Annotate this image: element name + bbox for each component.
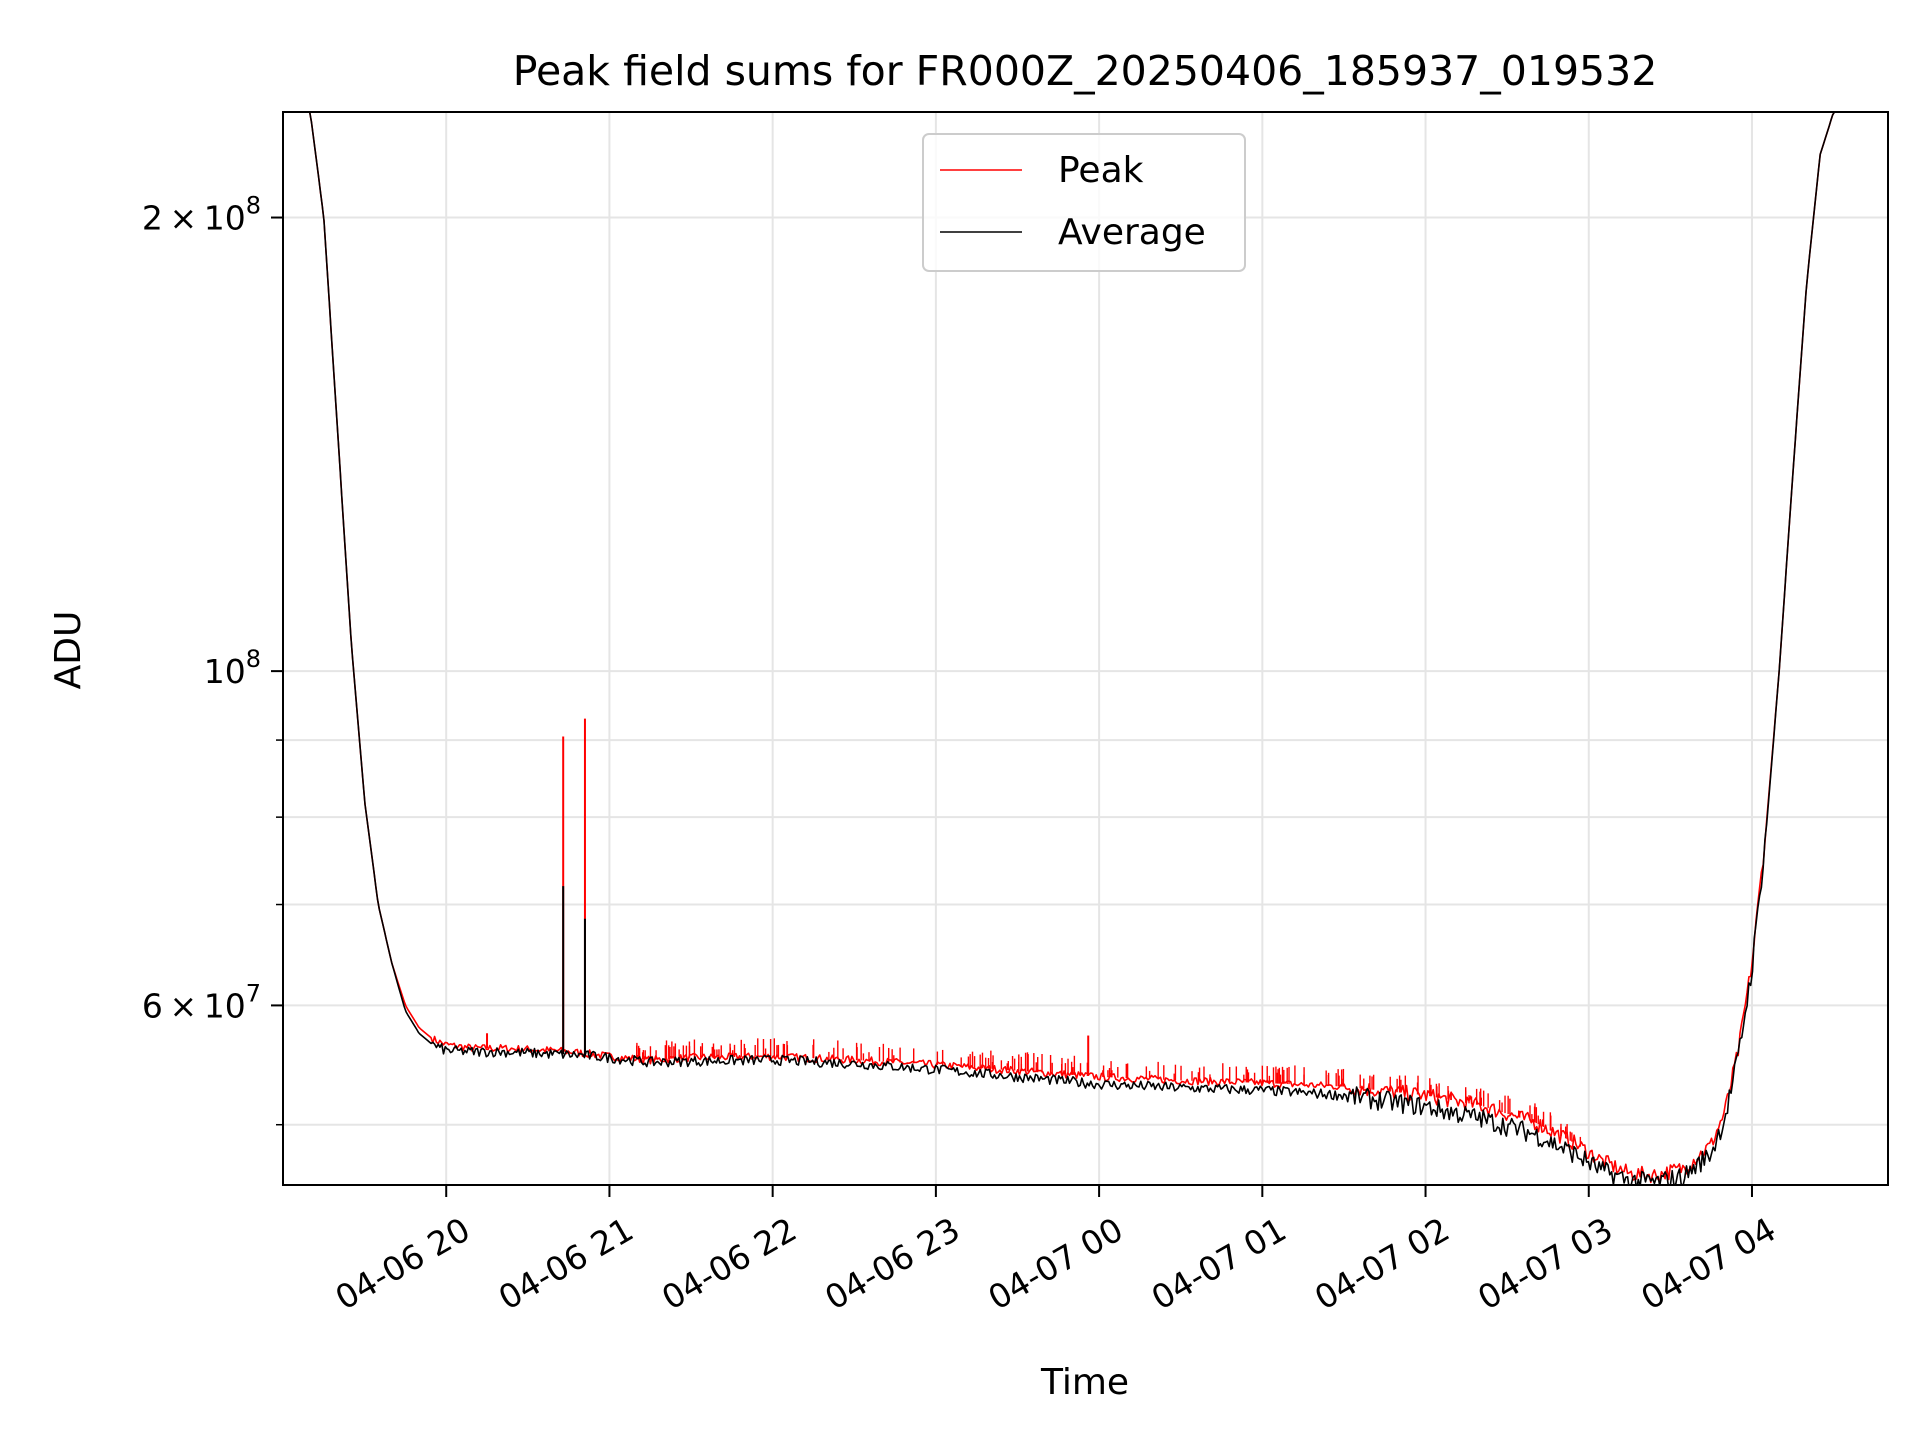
y-axis-label: ADU [48,611,89,690]
legend-label-average: Average [1058,212,1206,253]
x-axis-label: Time [1040,1362,1129,1403]
y-tick-label: 6 × 107 [142,979,261,1025]
y-tick-label: 2 × 108 [142,192,261,238]
chart-title: Peak field sums for FR000Z_20250406_1859… [513,47,1658,95]
series-group [283,112,1888,1185]
plot-frame [282,111,1889,1186]
legend-label-peak: Peak [1058,150,1144,191]
series-line-average [283,112,1888,1185]
legend: Peak Average [922,133,1246,272]
series-lines [283,112,1888,1185]
series-line-peak [283,112,1888,1184]
legend-box [922,133,1246,272]
y-tick-label: 108 [204,645,261,691]
